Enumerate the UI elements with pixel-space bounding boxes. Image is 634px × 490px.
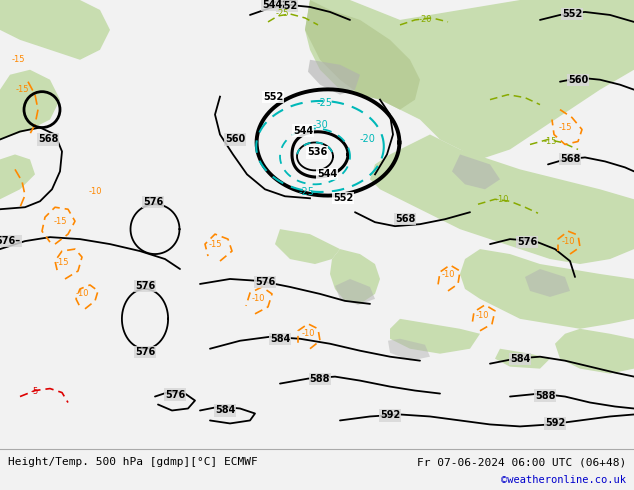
Text: 560: 560: [568, 74, 588, 85]
Polygon shape: [308, 60, 360, 95]
Text: 576: 576: [143, 197, 163, 207]
Text: 576: 576: [517, 237, 537, 247]
Text: 552: 552: [333, 193, 353, 203]
Text: -20: -20: [359, 134, 375, 145]
Polygon shape: [0, 0, 110, 60]
Text: 544: 544: [262, 0, 282, 10]
Text: 576: 576: [255, 277, 275, 287]
Polygon shape: [275, 229, 340, 264]
Text: 560: 560: [225, 134, 245, 145]
Text: 584: 584: [270, 334, 290, 344]
Text: 568: 568: [560, 154, 580, 165]
Text: 576–: 576–: [0, 236, 20, 246]
Polygon shape: [388, 339, 430, 361]
Text: 584: 584: [215, 406, 235, 416]
Polygon shape: [390, 319, 480, 354]
Polygon shape: [525, 269, 570, 297]
Polygon shape: [495, 349, 550, 368]
Text: -10: -10: [88, 187, 101, 196]
Text: -25: -25: [299, 187, 315, 197]
Polygon shape: [305, 0, 634, 159]
Text: 568: 568: [38, 134, 58, 145]
Text: ©weatheronline.co.uk: ©weatheronline.co.uk: [501, 475, 626, 485]
Text: -25: -25: [275, 9, 288, 19]
Text: 552: 552: [263, 92, 283, 101]
Text: 592: 592: [380, 411, 400, 420]
Text: -10: -10: [441, 270, 455, 279]
Text: 544: 544: [317, 170, 337, 179]
Text: -25: -25: [317, 98, 333, 108]
Text: -10: -10: [476, 311, 489, 320]
Text: 584: 584: [510, 354, 530, 364]
Text: Fr 07-06-2024 06:00 UTC (06+48): Fr 07-06-2024 06:00 UTC (06+48): [417, 457, 626, 467]
Text: -15: -15: [543, 137, 557, 146]
Text: 592: 592: [545, 418, 565, 428]
Polygon shape: [305, 0, 420, 110]
Text: -10: -10: [301, 329, 314, 338]
Text: 576: 576: [135, 281, 155, 291]
Text: -15: -15: [11, 55, 25, 64]
Text: 536: 536: [307, 147, 327, 157]
Text: 544: 544: [293, 125, 313, 136]
Text: 568: 568: [395, 214, 415, 224]
Text: -15: -15: [15, 85, 29, 94]
Polygon shape: [370, 135, 634, 264]
Text: -15: -15: [208, 240, 222, 248]
Polygon shape: [460, 249, 634, 329]
Text: -10: -10: [561, 237, 575, 245]
Text: -15: -15: [55, 258, 68, 267]
Text: -30: -30: [312, 120, 328, 129]
Text: 576: 576: [135, 347, 155, 357]
Polygon shape: [0, 154, 35, 199]
Text: 588: 588: [534, 391, 555, 400]
Text: 552: 552: [277, 1, 297, 11]
Text: -10: -10: [251, 294, 265, 303]
Text: 588: 588: [310, 373, 330, 384]
Text: -15: -15: [559, 123, 572, 132]
Polygon shape: [555, 329, 634, 373]
Text: 552: 552: [562, 9, 582, 19]
Polygon shape: [0, 70, 60, 140]
Text: -15: -15: [53, 217, 67, 226]
Polygon shape: [452, 154, 500, 189]
Text: Height/Temp. 500 hPa [gdmp][°C] ECMWF: Height/Temp. 500 hPa [gdmp][°C] ECMWF: [8, 457, 258, 467]
Text: -10: -10: [75, 290, 89, 298]
Text: -5: -5: [31, 387, 39, 396]
Text: 576: 576: [165, 390, 185, 399]
Polygon shape: [330, 249, 380, 304]
Text: -10: -10: [495, 195, 508, 204]
Text: -20: -20: [418, 15, 432, 24]
Polygon shape: [335, 279, 375, 305]
